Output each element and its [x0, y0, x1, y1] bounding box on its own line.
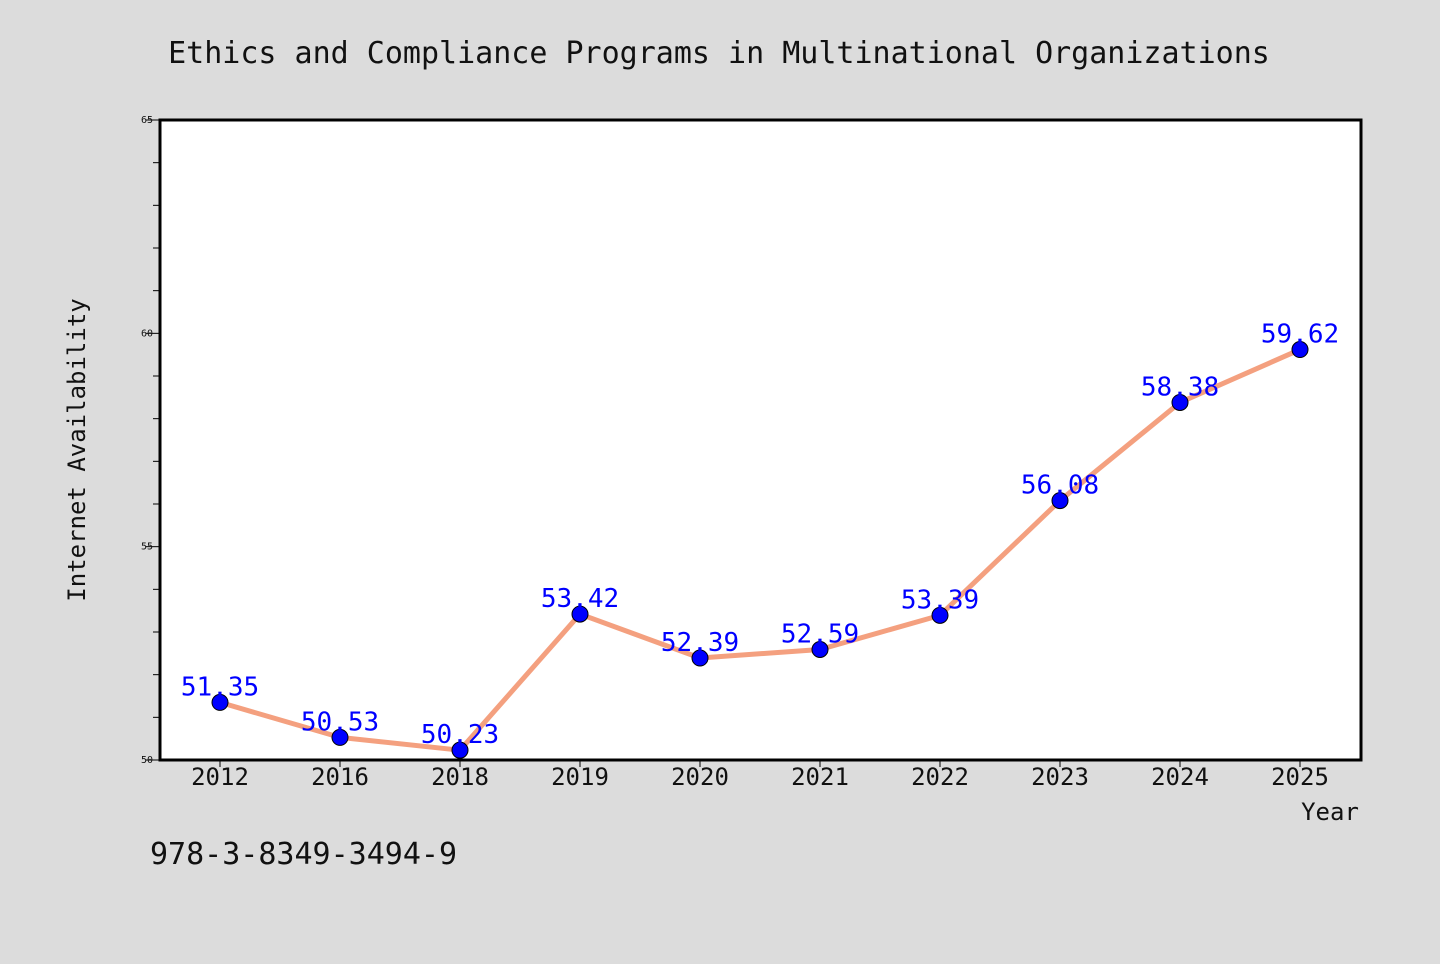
x-tick-label: 2025 [1271, 763, 1329, 791]
x-tick-label: 2022 [911, 763, 969, 791]
x-tick-label: 2020 [671, 763, 729, 791]
x-axis: 2012 2016 2018 2019 2020 2021 2022 2023 2024 2025 [191, 760, 1329, 791]
y-axis: 50 55 60 65 [141, 115, 160, 766]
data-point [811, 640, 829, 658]
data-label: 56.08 [1021, 471, 1099, 501]
x-tick-label: 2016 [311, 763, 369, 791]
x-tick-label: 2024 [1151, 763, 1209, 791]
series-line [217, 347, 1303, 753]
plot-area [158, 118, 1363, 762]
y-tick-label: 60 [141, 328, 153, 339]
chart-title: Ethics and Compliance Programs in Multin… [168, 36, 1270, 71]
data-point [451, 741, 469, 759]
footer-code: 978-3-8349-3494-9 [150, 837, 457, 872]
y-axis-label: Internet Availability [63, 298, 91, 601]
data-label: 58.38 [1141, 372, 1219, 402]
marker-layer [211, 341, 1309, 759]
data-point [1051, 492, 1069, 510]
y-tick-label: 55 [141, 542, 153, 553]
x-tick-label: 2012 [191, 763, 249, 791]
y-tick-label: 65 [141, 115, 153, 126]
data-point [331, 728, 349, 746]
x-tick-label: 2019 [551, 763, 609, 791]
data-label: 53.42 [541, 584, 619, 614]
data-point [1171, 393, 1189, 411]
x-tick-label: 2023 [1031, 763, 1089, 791]
x-tick-label: 2021 [791, 763, 849, 791]
data-point [211, 693, 229, 711]
data-label: 59.62 [1261, 320, 1339, 350]
data-label-layer: 51.35 50.53 50.23 53.42 52.39 52.59 53.39 56.08… [181, 320, 1339, 751]
data-point [571, 605, 589, 623]
series-layer [217, 347, 1303, 753]
x-axis-label: Year [1301, 798, 1359, 826]
y-tick-label: 50 [141, 755, 153, 766]
x-tick-label: 2018 [431, 763, 489, 791]
data-point [691, 649, 709, 667]
data-label: 50.53 [301, 707, 379, 737]
data-label: 52.39 [661, 628, 739, 658]
data-label: 52.59 [781, 619, 859, 649]
data-label: 50.23 [421, 720, 499, 750]
data-label: 53.39 [901, 585, 979, 615]
data-point [931, 606, 949, 624]
data-label: 51.35 [181, 672, 259, 702]
data-point [1291, 341, 1309, 359]
